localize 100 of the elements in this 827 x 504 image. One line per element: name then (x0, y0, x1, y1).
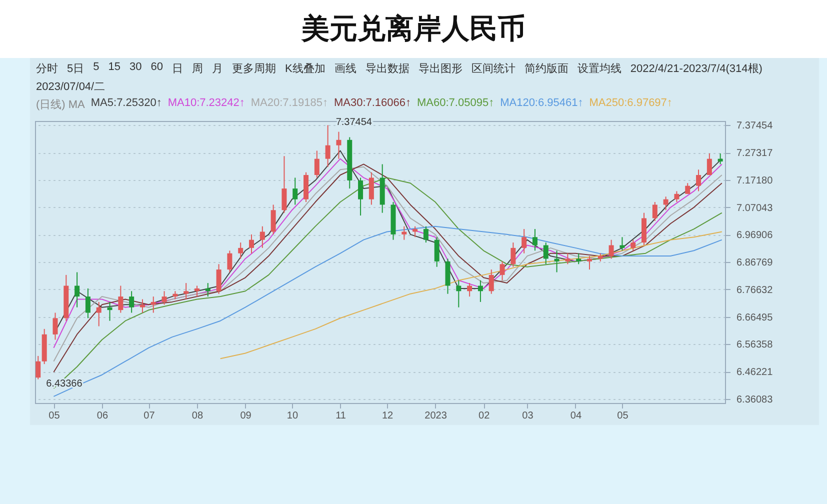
text: 月 (212, 62, 223, 76)
text: 2023/07/04/二 (36, 80, 106, 94)
candlestick (706, 152, 712, 176)
candlestick (576, 252, 582, 265)
text: MA60:7.05095↑ (417, 97, 494, 111)
candlestick (227, 250, 232, 273)
candlestick (478, 280, 483, 302)
candlestick (696, 169, 702, 192)
candlestick (456, 280, 462, 308)
text: 60 (150, 61, 163, 75)
candlestick (36, 355, 41, 380)
y-tick-label: 6.46221 (736, 367, 774, 378)
text: MA30:7.16066↑ (334, 97, 412, 111)
text: 导出图形 (418, 62, 462, 76)
candlestick (685, 182, 690, 194)
x-tick-label: 05 (617, 410, 629, 422)
text: 日 (172, 62, 183, 76)
candlestick (532, 228, 538, 252)
y-tick-label: 6.86769 (736, 258, 774, 269)
x-tick-label: 12 (382, 410, 394, 422)
x-tick-label: 04 (570, 410, 582, 422)
candlestick (488, 269, 494, 294)
x-tick-label: 2023 (424, 410, 448, 422)
candlestick (314, 150, 320, 178)
candlestick (467, 282, 472, 298)
candlestick (336, 131, 342, 160)
candlestick (184, 282, 189, 300)
text: MA5:7.25320↑ (90, 97, 162, 111)
candlestick (118, 285, 124, 314)
candlestick (718, 152, 723, 165)
candlestick (500, 260, 505, 281)
text: 画线 (334, 62, 356, 76)
candlestick (52, 312, 58, 340)
candlestick (140, 298, 145, 314)
x-tick-label: 11 (336, 410, 346, 422)
candlestick (358, 177, 364, 216)
candlestick (510, 242, 516, 268)
text: 简约版面 (524, 62, 568, 76)
candlestick (674, 190, 680, 203)
candlestick (292, 177, 298, 206)
y-tick-label: 6.56358 (736, 340, 774, 351)
candlestick (194, 285, 200, 298)
y-tick-label: 6.96906 (736, 230, 774, 242)
candlestick (150, 296, 156, 314)
x-tick-label: 08 (192, 410, 204, 422)
text: 设置均线 (577, 62, 622, 76)
candlestick (586, 256, 592, 270)
text: MA10:7.23242↑ (168, 97, 245, 111)
y-tick-label: 7.37454 (736, 120, 774, 132)
text: K线叠加 (285, 62, 326, 76)
text: 分时 (36, 62, 58, 76)
candlestick (434, 236, 440, 268)
x-tick-label: 09 (240, 410, 252, 422)
y-tick-label: 7.07043 (736, 202, 774, 214)
candlestick (620, 236, 625, 252)
candlestick (249, 234, 254, 254)
candlestick (282, 156, 287, 214)
candlestick (543, 242, 548, 265)
candlestick (325, 124, 330, 168)
text: MA20:7.19185↑ (250, 97, 328, 111)
legend-title: (日线) MA (36, 98, 85, 112)
candlestick (630, 239, 636, 252)
candlestick (205, 282, 210, 298)
candlestick (412, 226, 418, 238)
text: 周 (192, 62, 203, 76)
candlestick (522, 228, 527, 254)
x-tick-label: 02 (478, 410, 490, 422)
y-tick-label: 6.76632 (736, 284, 774, 296)
candlestick (270, 204, 276, 235)
candlestick (96, 301, 102, 327)
y-tick-label: 6.36083 (736, 394, 774, 406)
candlestick (85, 288, 90, 319)
candlestick (423, 226, 428, 244)
candlestick (663, 196, 668, 211)
text: 5日 (67, 62, 84, 76)
x-tick-label: 07 (144, 410, 156, 422)
text: 导出数据 (365, 62, 410, 76)
line-series (220, 231, 722, 360)
text: MA120:6.95461↑ (500, 97, 584, 111)
chart-title: 美元兑离岸人民币 (0, 0, 827, 58)
text: 2022/4/21-2023/7/4(314根) (630, 62, 762, 76)
text: MA250:6.97697↑ (589, 97, 672, 111)
text: 区间统计 (471, 62, 516, 76)
y-tick-label: 6.66495 (736, 312, 774, 324)
candlestick (368, 172, 374, 206)
x-tick-label: 10 (286, 410, 298, 422)
x-tick-label: 06 (96, 410, 108, 422)
candlestick (74, 272, 80, 308)
candlestick (402, 226, 407, 240)
text: 15 (108, 61, 120, 75)
candlestick (129, 290, 134, 314)
candlestick (216, 264, 222, 294)
candlestick (107, 301, 112, 322)
candlestick (162, 290, 167, 306)
candlestick (238, 242, 244, 260)
text: 更多周期 (232, 62, 276, 76)
candlestick (652, 202, 658, 222)
candlestick (608, 239, 614, 260)
candlestick (260, 226, 265, 248)
text: 30 (130, 61, 142, 75)
